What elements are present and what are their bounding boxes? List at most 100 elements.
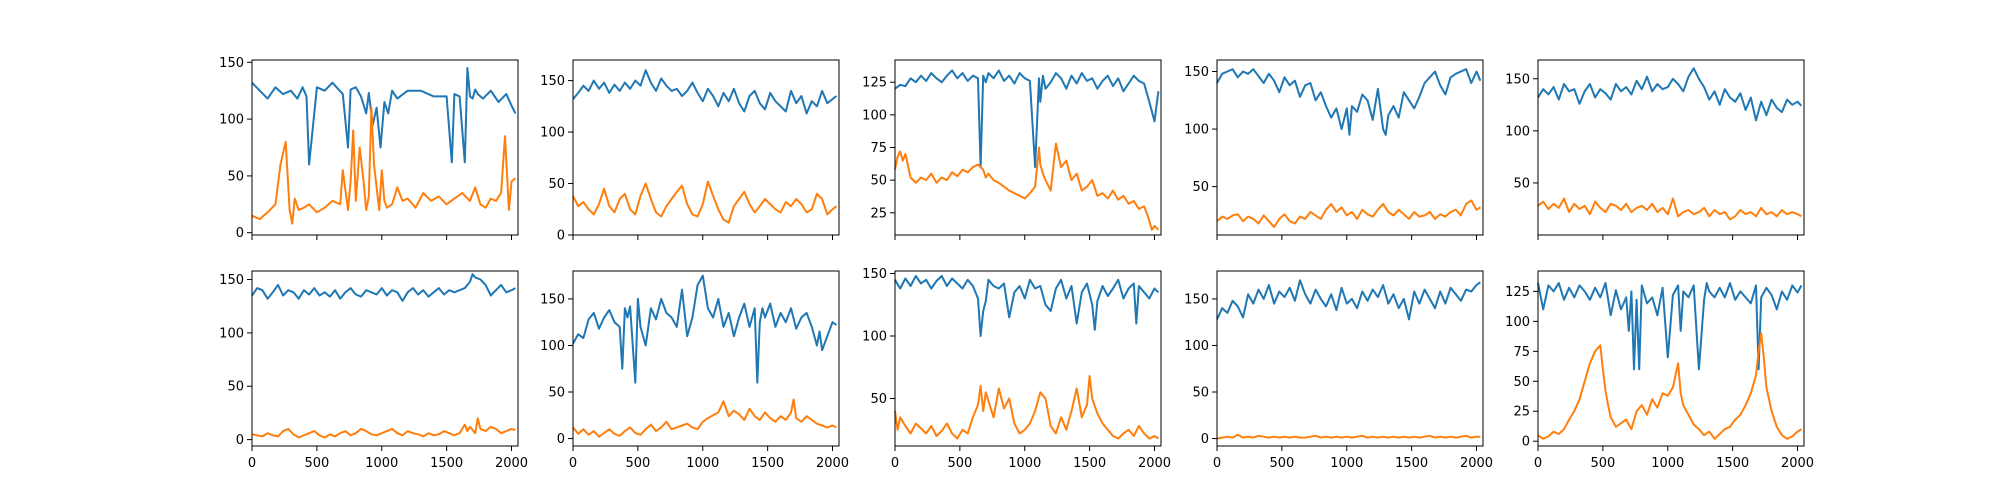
series-line-1: [1537, 67, 1803, 122]
x-tick-label: 2000: [495, 456, 528, 471]
y-tick-label: 0: [557, 229, 565, 244]
series-line-1: [1537, 282, 1803, 371]
x-tick-label: 0: [891, 456, 899, 471]
series-line-1: [572, 274, 837, 384]
x-tick-label: 2000: [816, 456, 849, 471]
x-tick-label: 2000: [1460, 456, 1493, 471]
x-tick-label: 1500: [1073, 456, 1106, 471]
axes-frame: [251, 59, 519, 236]
x-tick-label: 500: [947, 456, 972, 471]
series-line-2: [1537, 332, 1802, 440]
y-tick-label: 125: [1505, 285, 1530, 300]
series-line-2: [1216, 433, 1481, 440]
x-tick-label: 1500: [1716, 456, 1749, 471]
x-tick-label: 500: [304, 456, 329, 471]
y-tick-label: 50: [227, 380, 244, 395]
y-tick-label: 50: [1513, 375, 1530, 390]
series-line-2: [894, 375, 1159, 440]
x-tick-label: 2000: [1781, 456, 1814, 471]
x-tick-label: 1000: [365, 456, 398, 471]
x-tick-label: 1000: [1651, 456, 1684, 471]
y-tick-label: 150: [862, 267, 887, 282]
y-tick-label: 100: [862, 108, 887, 123]
y-tick-label: 100: [540, 339, 565, 354]
y-tick-label: 100: [1505, 124, 1530, 139]
x-tick-label: 1000: [1008, 456, 1041, 471]
x-tick-label: 500: [1590, 456, 1615, 471]
y-tick-label: 50: [1513, 176, 1530, 191]
series-line-1: [894, 275, 1160, 337]
y-tick-label: 0: [557, 432, 565, 447]
y-tick-label: 50: [1192, 180, 1209, 195]
y-tick-label: 100: [540, 126, 565, 141]
y-tick-label: 50: [227, 169, 244, 184]
y-tick-label: 125: [862, 76, 887, 91]
y-tick-label: 0: [236, 433, 244, 448]
y-tick-label: 150: [1184, 292, 1209, 307]
subplot-5: 50 100 150: [1505, 59, 1805, 240]
series-line-1: [894, 69, 1160, 169]
y-tick-label: 150: [219, 56, 244, 71]
axes-frame: [572, 59, 840, 236]
axes-frame: [251, 270, 519, 447]
series-line-2: [572, 398, 837, 438]
y-tick-label: 50: [870, 174, 887, 189]
axes-frame: [1537, 270, 1805, 447]
axes-frame: [1216, 59, 1484, 236]
subplot-10: 0 25 50 75 100 125 0 500 1000 1500 2000: [1505, 270, 1814, 471]
y-tick-label: 50: [870, 392, 887, 407]
x-tick-label: 1500: [1395, 456, 1428, 471]
series-line-1: [251, 273, 516, 302]
axes-frame: [1216, 270, 1484, 447]
axes-frame: [894, 270, 1162, 447]
y-tick-label: 0: [1522, 435, 1530, 450]
x-tick-label: 1500: [751, 456, 784, 471]
series-line-2: [1537, 197, 1802, 221]
y-tick-label: 150: [219, 273, 244, 288]
series-line-1: [251, 67, 517, 166]
subplot-3: 25 50 75 100 125: [862, 59, 1162, 240]
y-tick-label: 150: [540, 292, 565, 307]
y-tick-label: 75: [1513, 345, 1530, 360]
subplot-1: 0 50 100 150: [219, 56, 519, 241]
x-tick-label: 0: [569, 456, 577, 471]
series-line-1: [1216, 279, 1481, 321]
x-tick-label: 0: [1534, 456, 1542, 471]
x-tick-label: 0: [1213, 456, 1221, 471]
y-tick-label: 0: [236, 226, 244, 241]
series-line-2: [1216, 199, 1481, 228]
series-line-1: [1216, 68, 1482, 136]
subplot-2: 0 50 100 150: [540, 59, 840, 244]
series-line-2: [894, 142, 1160, 231]
x-tick-label: 1500: [430, 456, 463, 471]
y-tick-label: 50: [548, 386, 565, 401]
y-tick-label: 100: [219, 326, 244, 341]
x-tick-label: 2000: [1138, 456, 1171, 471]
y-tick-label: 0: [1201, 432, 1209, 447]
y-tick-label: 25: [870, 206, 887, 221]
axes-frame: [1537, 59, 1805, 236]
y-tick-label: 100: [862, 330, 887, 345]
x-tick-label: 0: [248, 456, 256, 471]
y-tick-label: 75: [870, 141, 887, 156]
series-line-2: [251, 106, 517, 225]
y-tick-label: 150: [540, 74, 565, 89]
y-tick-label: 25: [1513, 405, 1530, 420]
y-tick-label: 100: [1505, 315, 1530, 330]
y-tick-label: 50: [1192, 386, 1209, 401]
y-tick-label: 150: [1505, 72, 1530, 87]
subplot-4: 50 100 150: [1184, 59, 1484, 240]
y-tick-label: 150: [1184, 65, 1209, 80]
x-tick-label: 1000: [1330, 456, 1363, 471]
series-line-1: [572, 69, 838, 115]
series-line-2: [572, 180, 838, 224]
x-tick-label: 500: [1269, 456, 1294, 471]
y-tick-label: 50: [548, 177, 565, 192]
x-tick-label: 500: [625, 456, 650, 471]
y-tick-label: 100: [1184, 123, 1209, 138]
series-line-2: [251, 417, 516, 439]
